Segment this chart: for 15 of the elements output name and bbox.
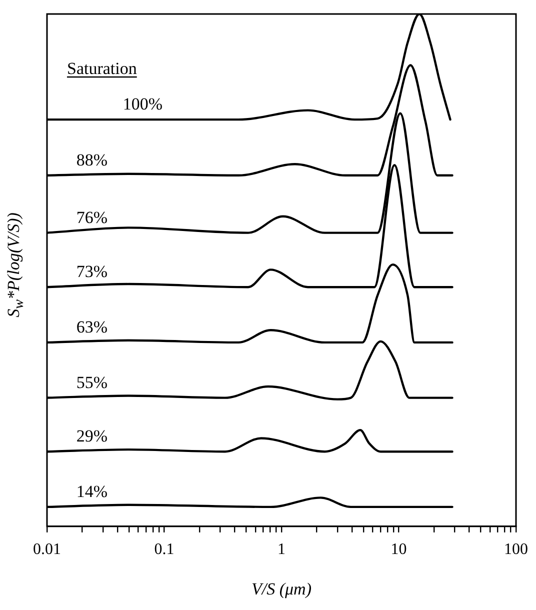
x-tick-label: 0.01 <box>33 541 61 558</box>
series-label: 76% <box>76 208 108 227</box>
series-label: 55% <box>76 372 108 392</box>
legend-title: Saturation <box>67 59 138 78</box>
x-axis-title: V/S (μm) <box>252 579 312 598</box>
x-tick-label: 1 <box>278 541 286 558</box>
series-label: 100% <box>122 94 163 114</box>
series-label: 73% <box>76 262 108 282</box>
series-label: 63% <box>76 317 108 336</box>
series-label: 14% <box>76 482 108 501</box>
x-tick-label: 100 <box>504 541 528 558</box>
series-label: 29% <box>76 426 108 446</box>
x-tick-label: 0.1 <box>154 541 174 558</box>
x-tick-label: 10 <box>390 541 407 558</box>
series-label: 88% <box>76 150 108 170</box>
